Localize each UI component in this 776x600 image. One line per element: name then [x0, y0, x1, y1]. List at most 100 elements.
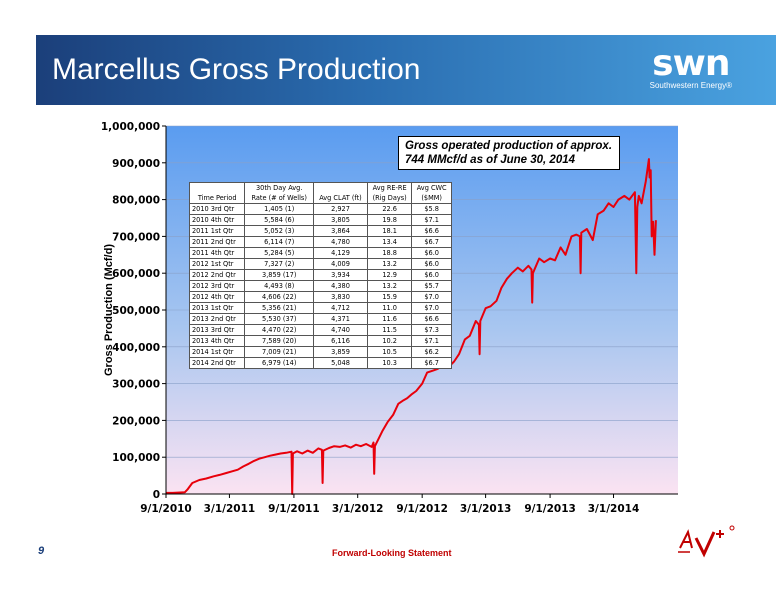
table-row: 2012 3rd Qtr 4,493 (8) 4,380 13.2 $5.7 — [188, 280, 452, 292]
table-cell: 11.5 — [366, 324, 413, 336]
table-cell: 11.0 — [366, 302, 413, 314]
table-cell: 10.3 — [366, 357, 413, 369]
table-cell: $6.6 — [411, 225, 452, 237]
table-cell: 4,606 (22) — [244, 291, 315, 303]
y-axis-ticks: 0 100,000 200,000 300,000 400,000 500,000 600,… — [101, 121, 166, 501]
table-cell: 3,934 — [313, 269, 368, 281]
table-cell: $7.1 — [411, 335, 452, 347]
table-cell: 13.2 — [366, 258, 413, 270]
table-cell: 2013 3rd Qtr — [188, 324, 246, 336]
table-row: 2014 1st Qtr 7,009 (21) 3,859 10.5 $6.2 — [188, 346, 452, 358]
table-cell: 3,859 — [313, 346, 368, 358]
table-row: 2012 4th Qtr 4,606 (22) 3,830 15.9 $7.0 — [188, 291, 452, 303]
table-cell: 1,405 (1) — [244, 203, 315, 215]
table-row: 2011 1st Qtr 5,052 (3) 3,864 18.1 $6.6 — [188, 225, 452, 237]
y-tick-label: 800,000 — [112, 195, 160, 207]
table-row: 2011 4th Qtr 5,284 (5) 4,129 18.8 $6.0 — [188, 247, 452, 259]
table-cell: 7,009 (21) — [244, 346, 315, 358]
x-tick-label: 9/1/2012 — [396, 503, 448, 515]
y-tick-label: 500,000 — [112, 305, 160, 317]
table-cell: $7.0 — [411, 291, 452, 303]
table-cell: 4,493 (8) — [244, 280, 315, 292]
table-cell: 2011 2nd Qtr — [188, 236, 246, 248]
table-header-row: Time Period 30th Day Avg. Rate (# of Wells… — [188, 182, 452, 204]
y-tick-label: 200,000 — [112, 415, 160, 427]
x-tick-label: 9/1/2011 — [268, 503, 320, 515]
y-tick-label: 900,000 — [112, 158, 160, 170]
table-cell: 2013 1st Qtr — [188, 302, 246, 314]
logo-subtitle: Southwestern Energy® — [649, 81, 732, 90]
table-cell: 5,284 (5) — [244, 247, 315, 259]
table-cell: 2014 1st Qtr — [188, 346, 246, 358]
table-cell: 10.2 — [366, 335, 413, 347]
slide-title: Marcellus Gross Production — [52, 53, 421, 86]
table-cell: 5,052 (3) — [244, 225, 315, 237]
table-cell: 3,805 — [313, 214, 368, 226]
table-header-cell: 30th Day Avg. Rate (# of Wells) — [244, 182, 315, 204]
y-tick-label: 0 — [153, 489, 160, 501]
table-body: 2010 3rd Qtr 1,405 (1) 2,927 22.6 $5.8 2010 4… — [188, 203, 452, 369]
annotation-callout: Gross operated production of approx. 744… — [398, 136, 620, 170]
table-row: 2013 4th Qtr 7,589 (20) 6,116 10.2 $7.1 — [188, 335, 452, 347]
table-cell: 15.9 — [366, 291, 413, 303]
table-header-cell: Avg CLAT (ft) — [313, 182, 368, 204]
table-cell: 5,530 (37) — [244, 313, 315, 325]
x-tick-label: 3/1/2012 — [332, 503, 384, 515]
table-cell: 2010 3rd Qtr — [188, 203, 246, 215]
table-cell: 5,356 (21) — [244, 302, 315, 314]
table-cell: 4,129 — [313, 247, 368, 259]
table-header-cell: Avg RE-RE (Rig Days) — [366, 182, 413, 204]
table-row: 2012 2nd Qtr 3,859 (17) 3,934 12.9 $6.0 — [188, 269, 452, 281]
table-cell: 13.4 — [366, 236, 413, 248]
table-cell: 2012 3rd Qtr — [188, 280, 246, 292]
table-cell: 12.9 — [366, 269, 413, 281]
swn-logo: swn Southwestern Energy® — [649, 43, 732, 91]
table-cell: 6,116 — [313, 335, 368, 347]
table-cell: 3,859 (17) — [244, 269, 315, 281]
table-cell: 22.6 — [366, 203, 413, 215]
y-tick-label: 1,000,000 — [101, 121, 160, 133]
x-tick-label: 3/1/2013 — [460, 503, 512, 515]
table-row: 2014 2nd Qtr 6,979 (14) 5,048 10.3 $6.7 — [188, 357, 452, 369]
logo-mark: swn — [652, 43, 730, 84]
table-cell: 7,589 (20) — [244, 335, 315, 347]
table-cell: $6.0 — [411, 258, 452, 270]
table-cell: 18.8 — [366, 247, 413, 259]
y-tick-label: 700,000 — [112, 231, 160, 243]
table-header-cell: Time Period — [188, 182, 246, 204]
table-cell: 3,864 — [313, 225, 368, 237]
table-cell: 2012 2nd Qtr — [188, 269, 246, 281]
table-cell: 2013 4th Qtr — [188, 335, 246, 347]
table-row: 2011 2nd Qtr 6,114 (7) 4,780 13.4 $6.7 — [188, 236, 452, 248]
y-tick-label: 300,000 — [112, 379, 160, 391]
table-row: 2013 3rd Qtr 4,470 (22) 4,740 11.5 $7.3 — [188, 324, 452, 336]
table-cell: 2010 4th Qtr — [188, 214, 246, 226]
y-tick-label: 100,000 — [112, 452, 160, 464]
table-cell: 2,927 — [313, 203, 368, 215]
table-cell: 4,380 — [313, 280, 368, 292]
y-tick-label: 600,000 — [112, 268, 160, 280]
company-seal-icon — [678, 525, 735, 558]
x-tick-label: 3/1/2014 — [588, 503, 640, 515]
table-cell: 13.2 — [366, 280, 413, 292]
table-cell: 2014 2nd Qtr — [188, 357, 246, 369]
table-cell: 5,048 — [313, 357, 368, 369]
table-cell: $7.1 — [411, 214, 452, 226]
table-cell: $6.7 — [411, 357, 452, 369]
table-cell: 3,830 — [313, 291, 368, 303]
table-cell: 11.6 — [366, 313, 413, 325]
table-cell: 4,712 — [313, 302, 368, 314]
table-cell: 6,114 (7) — [244, 236, 315, 248]
table-cell: 4,780 — [313, 236, 368, 248]
table-cell: 4,470 (22) — [244, 324, 315, 336]
table-cell: 2013 2nd Qtr — [188, 313, 246, 325]
x-tick-label: 3/1/2011 — [204, 503, 256, 515]
table-row: 2012 1st Qtr 7,327 (2) 4,009 13.2 $6.0 — [188, 258, 452, 270]
table-cell: 2012 4th Qtr — [188, 291, 246, 303]
table-cell: $6.7 — [411, 236, 452, 248]
table-cell: 7,327 (2) — [244, 258, 315, 270]
x-tick-label: 9/1/2010 — [140, 503, 192, 515]
table-cell: 19.8 — [366, 214, 413, 226]
table-cell: 6,979 (14) — [244, 357, 315, 369]
table-cell: $6.6 — [411, 313, 452, 325]
